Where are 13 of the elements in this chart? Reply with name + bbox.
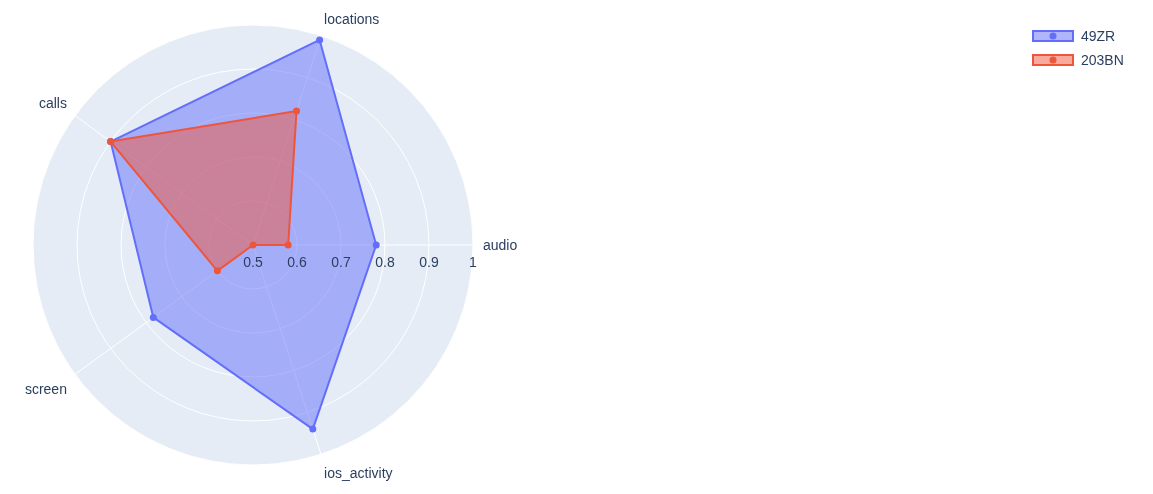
legend-label: 49ZR	[1081, 28, 1116, 44]
spoke-label: ios_activity	[324, 464, 393, 481]
y-tick-label: 0.7	[331, 254, 351, 270]
y-tick-label: 0.9	[419, 254, 439, 270]
y-tick-label: 0.8	[375, 254, 395, 270]
y-tick-label: 0.6	[287, 254, 307, 270]
spoke-label: screen	[24, 381, 67, 398]
y-tick-label: 1	[469, 254, 478, 270]
legend-label: 203BN	[1081, 52, 1124, 68]
y-tick-label: 0.5	[243, 254, 263, 270]
spoke-label: locations	[324, 11, 380, 28]
spoke-label: audio	[483, 237, 518, 253]
spoke-label: calls	[38, 94, 67, 111]
